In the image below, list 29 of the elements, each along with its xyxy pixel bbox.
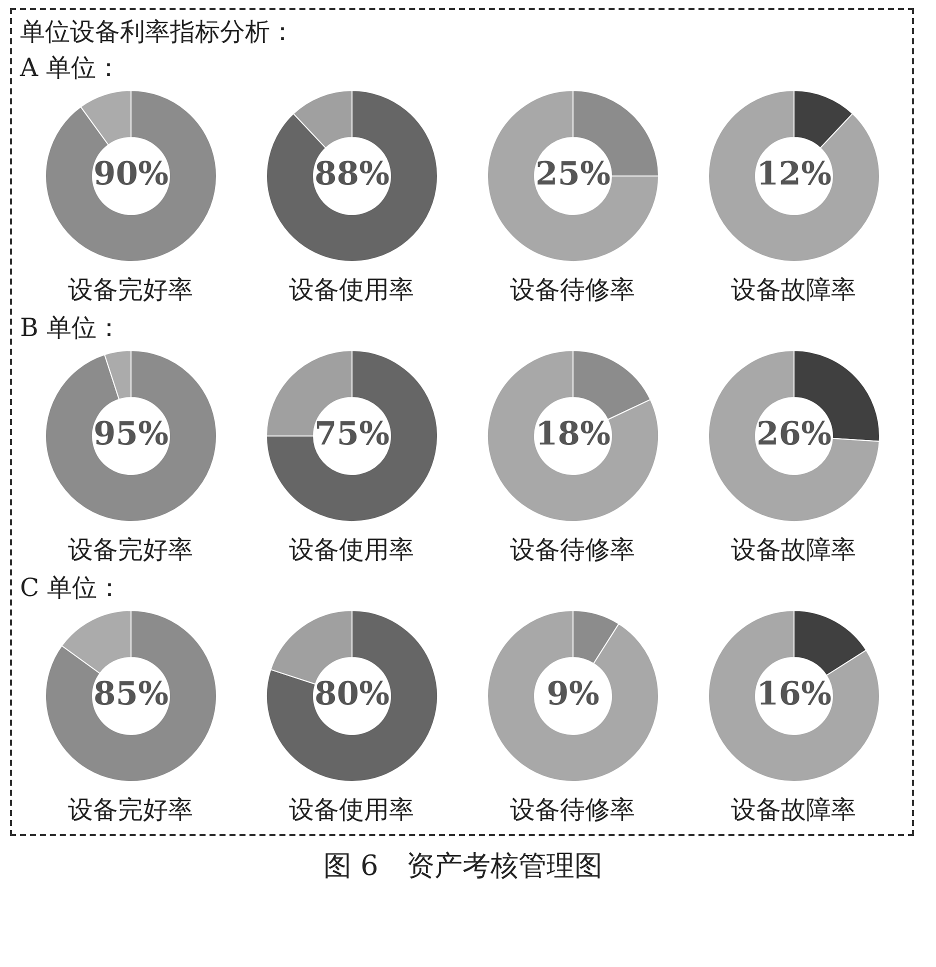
data-label: 25% [535, 154, 610, 192]
data-label: 12% [756, 154, 831, 192]
chart-subtitle: B 单位： [20, 313, 122, 342]
data-label: 75% [314, 414, 389, 452]
chart-subtitle: A 单位： [20, 53, 122, 82]
data-label: 26% [756, 414, 831, 452]
data-label: 16% [756, 674, 831, 712]
chart-subtitle: C 单位： [20, 573, 122, 602]
text: 设备使用率 [288, 274, 415, 306]
text: 设备使用率 [288, 794, 415, 826]
data-label: 95% [93, 414, 168, 452]
text: 设备完好率 [67, 794, 194, 826]
chart-title: 单位设备利率指标分析： [20, 17, 295, 46]
text: 设备完好率 [67, 274, 194, 306]
data-label: 9% [546, 674, 599, 712]
data-label: 88% [314, 154, 389, 192]
text: 设备待修率 [509, 794, 636, 826]
text: 设备使用率 [288, 534, 415, 566]
text: 设备待修率 [509, 274, 636, 306]
text: 设备故障率 [730, 794, 857, 826]
text: 设备故障率 [730, 274, 857, 306]
data-label: 85% [93, 674, 168, 712]
text: 设备完好率 [67, 534, 194, 566]
text: 设备故障率 [730, 534, 857, 566]
text: 设备待修率 [509, 534, 636, 566]
data-label: 80% [314, 674, 389, 712]
caption: 图 6 资产考核管理图 [322, 849, 604, 882]
data-label: 90% [93, 154, 168, 192]
data-label: 18% [535, 414, 610, 452]
